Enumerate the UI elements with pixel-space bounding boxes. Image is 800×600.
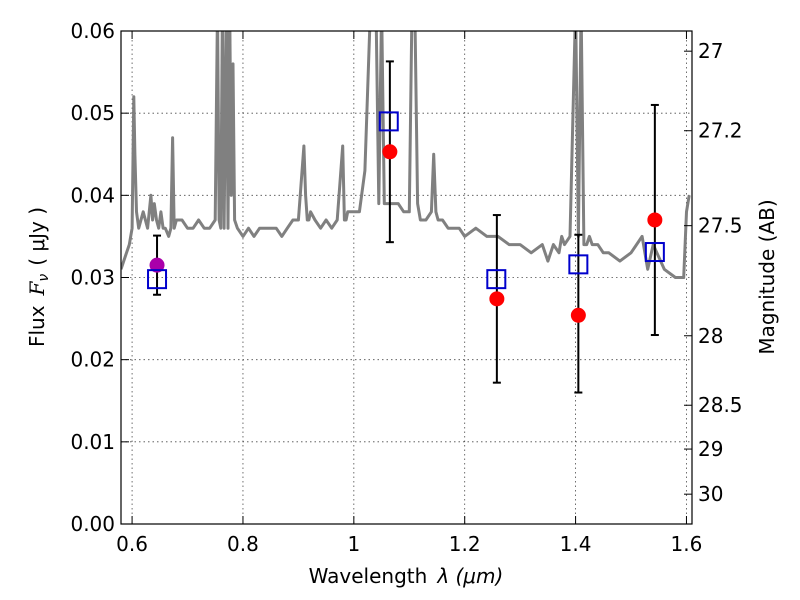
model-point [486, 269, 507, 290]
y-tick-label: 0.03 [70, 266, 115, 290]
y-tick-label: 0.06 [70, 19, 115, 43]
axes-ticks: 0.6 0.8 1 1.2 1.4 1.6 0.00 0.01 0.02 0.03 0.04 0.05… [70, 19, 742, 556]
data-points [147, 60, 665, 394]
observed-point [570, 307, 586, 323]
y2-tick-label: 30 [698, 482, 723, 506]
observed-point [647, 212, 663, 228]
x-tick-label: 1.2 [449, 532, 481, 556]
y-tick-label: 0.00 [70, 512, 115, 536]
y2-tick-label: 27.2 [698, 119, 743, 143]
plot-area [121, 31, 691, 279]
y2-tick-label: 27 [698, 39, 723, 63]
x-tick-label: 1.6 [671, 532, 703, 556]
observed-point [382, 144, 398, 160]
y2-tick-label: 28 [698, 324, 723, 348]
x-tick-label: 0.6 [116, 532, 148, 556]
model-point [147, 269, 168, 290]
y-tick-label: 0.02 [70, 348, 115, 372]
y-tick-label: 0.05 [70, 101, 115, 125]
x-tick-label: 1.4 [560, 532, 592, 556]
observed-point [489, 291, 505, 307]
x-tick-label: 0.8 [227, 532, 259, 556]
model-point [568, 254, 589, 275]
y-tick-label: 0.01 [70, 430, 115, 454]
model-point [644, 242, 665, 263]
observed-point [149, 257, 165, 273]
model-point [378, 111, 399, 132]
y-axis-label: FluxFν( μJy ) [25, 207, 52, 347]
template-spectrum-line [121, 31, 691, 279]
y2-tick-label: 29 [698, 437, 723, 461]
x-axis-label: Wavelength λ (μm) [309, 564, 504, 588]
y2-tick-label: 28.5 [698, 393, 743, 417]
x-tick-label: 1 [347, 532, 360, 556]
y2-axis-label: Magnitude (AB) [755, 199, 779, 354]
y-tick-label: 0.04 [70, 183, 115, 207]
y2-tick-label: 27.5 [698, 214, 743, 238]
